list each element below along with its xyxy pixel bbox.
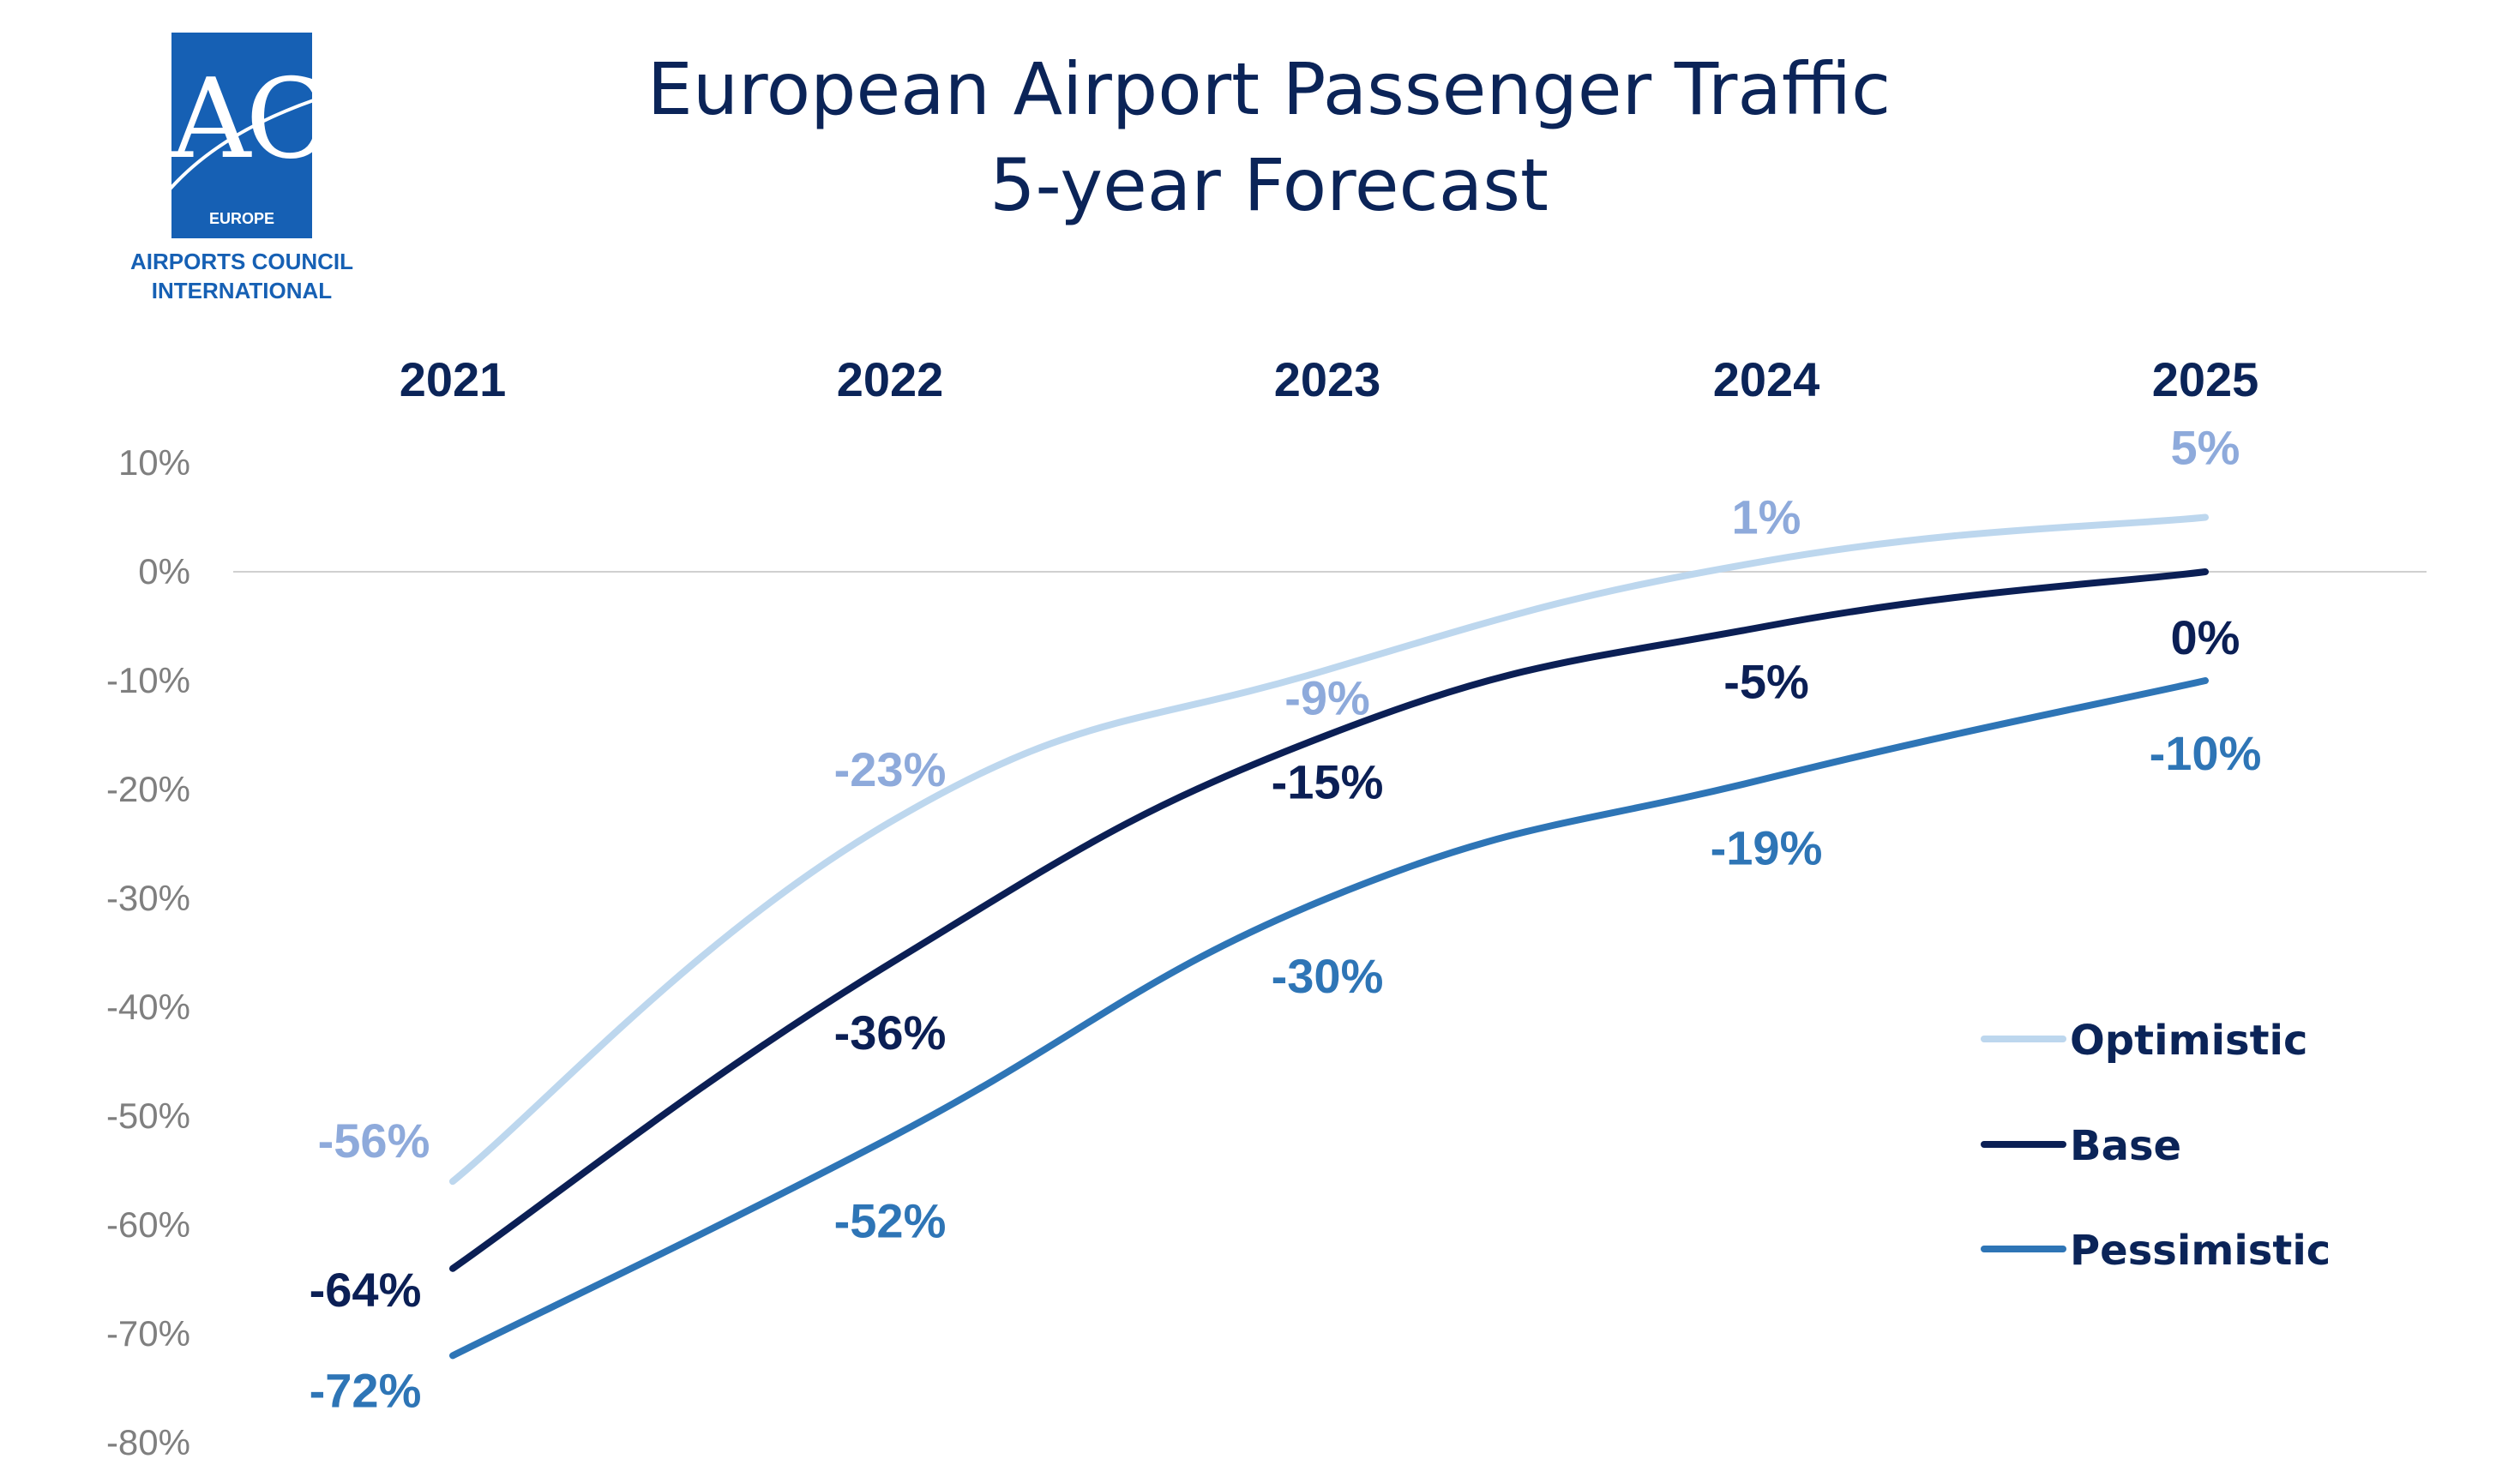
data-label-optimistic: 5% [2171, 421, 2240, 475]
data-label-pessimistic: -72% [310, 1363, 422, 1417]
y-tick-label: -50% [106, 1096, 190, 1136]
data-label-base: -15% [1272, 755, 1384, 809]
y-tick-label: -20% [106, 769, 190, 809]
logo-caption-line1: AIRPORTS COUNCIL [130, 249, 353, 274]
data-label-base: -36% [834, 1006, 947, 1060]
legend-swatch-base [1981, 1141, 2066, 1148]
data-label-pessimistic: -52% [834, 1193, 947, 1247]
legend-swatch-optimistic [1981, 1036, 2066, 1042]
data-label-optimistic: -9% [1284, 670, 1370, 724]
x-tick-label: 2021 [400, 352, 507, 406]
chart-title-line2: 5-year Forecast [989, 143, 1549, 227]
logo-caption-line2: INTERNATIONAL [151, 278, 333, 303]
y-tick-label: -80% [106, 1422, 190, 1462]
legend-item-base: Base [1981, 1117, 2341, 1170]
legend-label-base: Base [2070, 1122, 2182, 1170]
series-line-base [449, 568, 2209, 1272]
x-tick-label: 2022 [837, 352, 944, 406]
logo-caption: AIRPORTS COUNCIL INTERNATIONAL [129, 247, 355, 305]
legend-item-optimistic: Optimistic [1981, 1012, 2341, 1065]
series-line-pessimistic [449, 677, 2209, 1360]
legend-item-pessimistic: Pessimistic [1981, 1222, 2341, 1275]
legend-label-pessimistic: Pessimistic [2070, 1227, 2331, 1275]
logo-swoosh-icon [171, 99, 312, 190]
chart-title-line1: European Airport Passenger Traffic [647, 47, 1892, 131]
chart-title: European Airport Passenger Traffic 5-yea… [497, 41, 2041, 233]
data-label-optimistic: 1% [1732, 489, 1801, 543]
y-tick-label: -40% [106, 987, 190, 1027]
x-tick-label: 2024 [1713, 352, 1820, 406]
data-label-base: 0% [2171, 610, 2240, 664]
y-tick-label: -60% [106, 1204, 190, 1245]
x-tick-label: 2023 [1274, 352, 1381, 406]
y-tick-label: 0% [138, 551, 190, 591]
data-label-base: -5% [1723, 655, 1809, 709]
y-tick-label: -30% [106, 878, 190, 918]
y-tick-label: 10% [118, 442, 190, 483]
y-tick-label: -10% [106, 660, 190, 700]
series-line-optimistic [449, 513, 2209, 1186]
legend-swatch-pessimistic [1981, 1246, 2066, 1252]
legend-label-optimistic: Optimistic [2070, 1017, 2308, 1065]
data-label-pessimistic: -30% [1272, 949, 1384, 1003]
aci-europe-logo: ACI EUROPE AIRPORTS COUNCIL INTERNATIONA… [129, 33, 368, 324]
data-label-optimistic: -56% [318, 1114, 430, 1168]
y-tick-label: -70% [106, 1313, 190, 1354]
data-label-pessimistic: -19% [1711, 820, 1823, 874]
logo-region: EUROPE [208, 210, 275, 227]
data-label-optimistic: -23% [834, 742, 947, 796]
x-tick-label: 2025 [2152, 352, 2259, 406]
data-label-pessimistic: -10% [2150, 726, 2262, 780]
data-label-base: -64% [310, 1263, 422, 1317]
